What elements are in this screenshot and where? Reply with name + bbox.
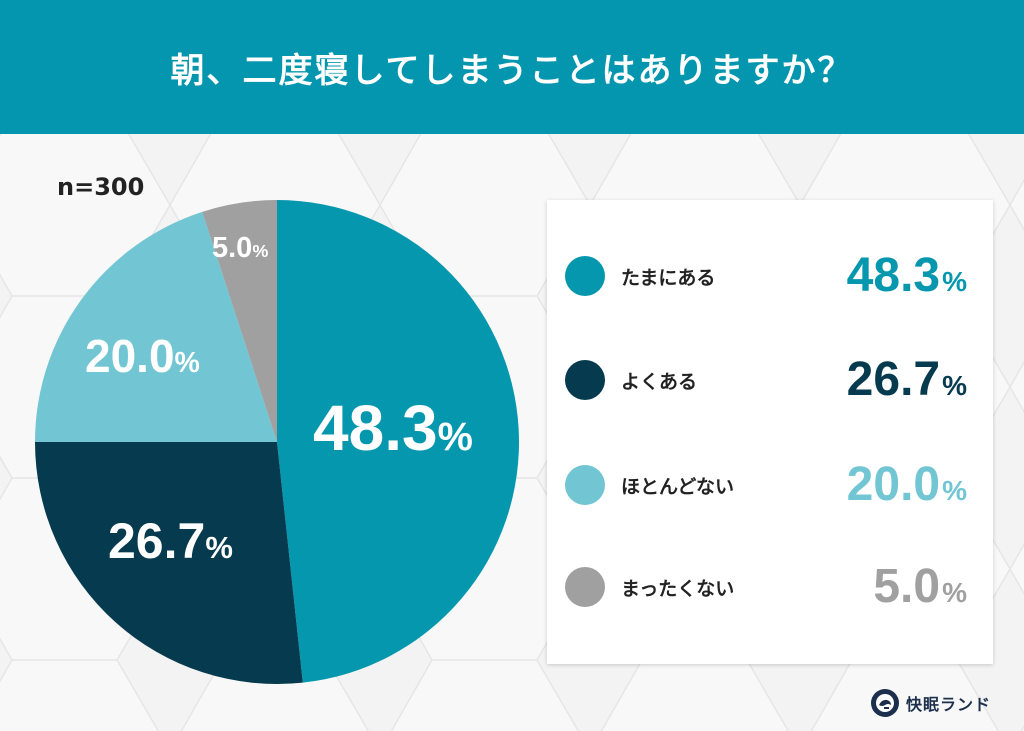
pie-label-tamani-aru: 48.3% xyxy=(313,396,473,460)
legend-value: 20.0% xyxy=(847,461,967,509)
legend-dot-icon xyxy=(565,360,605,400)
pie-slice-hotondo-nai xyxy=(35,211,277,442)
legend-label: よくある xyxy=(621,370,698,393)
pie-label-value: 26.7 xyxy=(108,513,206,569)
legend-value-unit: % xyxy=(942,577,967,608)
pie-label-unit: % xyxy=(205,530,233,565)
legend-panel: たまにある 48.3% よくある 26.7% ほとんどない 20.0% まったく… xyxy=(547,200,993,664)
legend-item-yoku-aru: よくある 26.7% xyxy=(547,350,993,410)
pie-slice-yoku-aru xyxy=(35,442,303,684)
pie-slice-tamani-aru xyxy=(277,200,519,683)
header-bar: 朝、二度寝してしまうことはありますか？ xyxy=(0,0,1024,134)
legend-dot-icon xyxy=(565,465,605,505)
pie-label-unit: % xyxy=(174,347,200,379)
pie-label-mattaku-nai: 5.0% xyxy=(212,234,268,263)
legend-value-unit: % xyxy=(942,266,967,297)
sample-size-label: n=300 xyxy=(57,173,145,201)
legend-item-mattaku-nai: まったくない 5.0% xyxy=(547,557,993,617)
pie-slice-mattaku-nai xyxy=(202,200,277,442)
pie-chart-svg xyxy=(35,200,519,684)
legend-label: まったくない xyxy=(621,577,735,600)
pie-chart: 48.3% 26.7% 20.0% 5.0% xyxy=(35,200,519,684)
legend-dot-icon xyxy=(565,256,605,296)
pie-label-value: 48.3 xyxy=(313,392,438,464)
legend-dot-icon xyxy=(565,567,605,607)
legend-label: ほとんどない xyxy=(621,475,735,498)
pie-label-unit: % xyxy=(437,415,473,459)
pie-label-unit: % xyxy=(252,241,269,261)
pie-label-yoku-aru: 26.7% xyxy=(108,516,233,566)
legend-item-hotondo-nai: ほとんどない 20.0% xyxy=(547,455,993,515)
legend-value-number: 20.0 xyxy=(846,458,941,511)
legend-value-unit: % xyxy=(942,475,967,506)
pie-label-value: 20.0 xyxy=(85,330,175,382)
pie-label-value: 5.0 xyxy=(212,232,253,264)
legend-item-tamani-aru: たまにある 48.3% xyxy=(547,246,993,306)
legend-value: 26.7% xyxy=(847,356,967,404)
page-title: 朝、二度寝してしまうことはありますか？ xyxy=(170,50,854,91)
kaimin-land-logo-icon xyxy=(871,689,899,717)
legend-value-number: 26.7 xyxy=(846,353,941,406)
legend-value-number: 5.0 xyxy=(873,560,941,613)
legend-value-unit: % xyxy=(942,370,967,401)
brand: 快眠ランド xyxy=(870,687,991,719)
legend-value: 48.3% xyxy=(847,252,967,300)
brand-name: 快眠ランド xyxy=(906,695,992,714)
pie-label-hotondo-nai: 20.0% xyxy=(85,333,200,379)
legend-value-number: 48.3 xyxy=(846,249,941,302)
legend-value: 5.0% xyxy=(873,563,967,611)
legend-label: たまにある xyxy=(621,266,716,289)
